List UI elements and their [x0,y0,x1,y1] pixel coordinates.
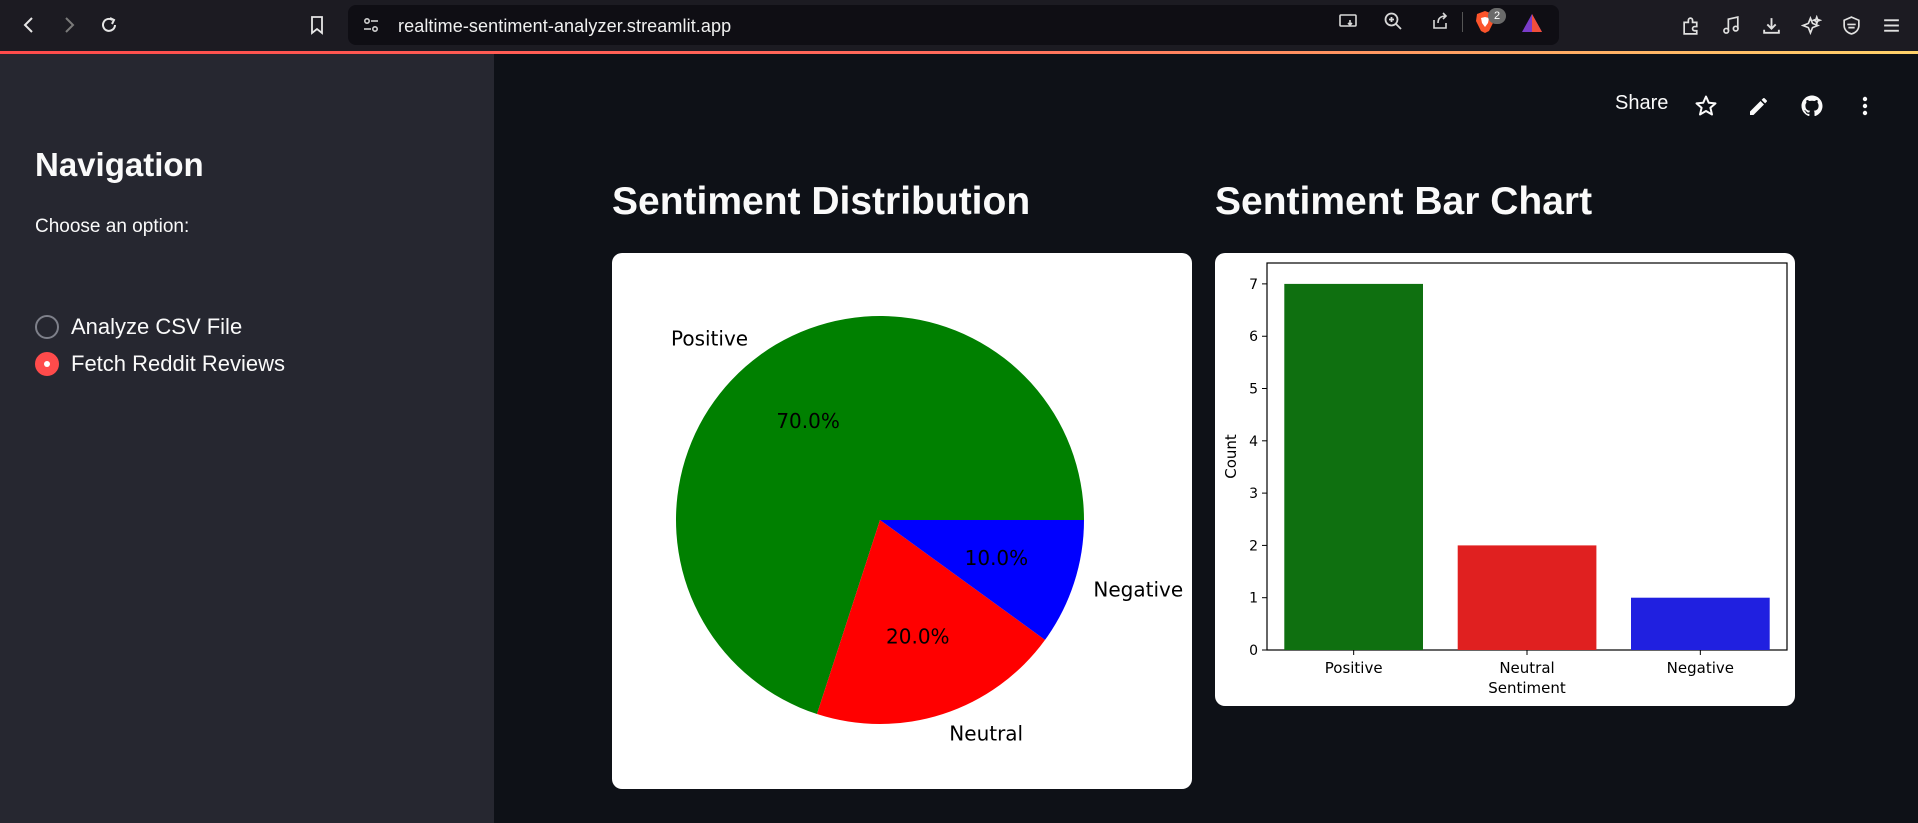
pie-category-label: Neutral [949,721,1023,745]
brave-rewards-icon[interactable] [1520,12,1544,34]
edit-pencil-icon[interactable] [1745,92,1773,120]
y-tick-label: 0 [1249,643,1258,659]
y-tick-label: 7 [1249,277,1258,293]
x-tick-label: Positive [1325,659,1383,677]
y-axis-label: Count [1222,434,1240,479]
radio-button-selected[interactable] [35,352,59,376]
y-tick-label: 5 [1249,382,1258,398]
bookmark-icon[interactable] [302,10,332,40]
x-tick-label: Negative [1667,659,1734,677]
pie-category-label: Positive [671,327,748,351]
address-bar[interactable]: realtime-sentiment-analyzer.streamlit.ap… [348,5,1559,45]
pie-pct-label: 70.0% [776,409,840,433]
bar-neutral [1457,545,1597,650]
pie-slice-negative [880,520,1084,640]
pie-pct-label: 10.0% [965,546,1029,570]
browser-toolbar: realtime-sentiment-analyzer.streamlit.ap… [0,0,1918,52]
radio-option-label: Fetch Reddit Reviews [71,351,285,376]
pie-chart: 70.0% Positive 20.0% Neutral 10.0% Negative [671,316,1183,745]
y-tick-label: 3 [1249,486,1258,502]
bar-negative [1631,597,1770,650]
share-page-icon[interactable] [1428,9,1452,33]
leo-ai-icon[interactable] [1798,12,1824,38]
share-button[interactable]: Share [1615,92,1669,114]
bar-section-title: Sentiment Bar Chart [1215,180,1593,223]
reload-icon[interactable] [94,10,124,40]
media-icon[interactable] [1718,12,1744,38]
bar-chart: 0 1 2 3 4 5 6 7 Positive Neutral Negative Sentiment… [1222,262,1788,697]
radio-group-label: Choose an option: [35,216,190,237]
radio-option-analyze-csv[interactable]: Analyze CSV File [35,312,242,342]
pie-category-label: Negative [1093,577,1183,601]
star-icon[interactable] [1692,92,1720,120]
brave-badge: 2 [1488,8,1506,24]
pie-slice-positive [676,316,1084,715]
y-tick-label: 6 [1249,329,1258,345]
pie-slice-neutral [816,520,1046,725]
sidebar-title: Navigation [35,146,204,183]
radio-button[interactable] [35,315,59,339]
vpn-shield-icon[interactable] [1838,12,1864,38]
zoom-icon[interactable] [1381,9,1405,33]
sidebar [0,54,494,823]
y-tick-label: 2 [1249,538,1258,554]
radio-option-fetch-reddit[interactable]: Fetch Reddit Reviews [35,349,285,379]
more-options-icon[interactable] [1851,92,1879,120]
bar-positive [1284,283,1423,650]
radio-option-label: Analyze CSV File [71,314,243,339]
menu-icon[interactable] [1878,12,1904,38]
x-tick-label: Neutral [1499,659,1554,677]
x-axis-label: Sentiment [1488,679,1566,697]
url-text[interactable]: realtime-sentiment-analyzer.streamlit.ap… [398,16,732,36]
url-separator [1462,12,1463,32]
back-icon[interactable] [14,10,44,40]
install-app-icon[interactable] [1336,9,1360,33]
forward-icon[interactable] [54,10,84,40]
pie-chart-card: 70.0% Positive 20.0% Neutral 10.0% Negative [612,253,1192,789]
bar-chart-card: 0 1 2 3 4 5 6 7 Positive Neutral Negative Sentiment… [1215,253,1795,706]
y-tick-label: 4 [1249,434,1258,450]
site-settings-icon[interactable] [362,16,380,34]
github-icon[interactable] [1798,92,1826,120]
y-tick-label: 1 [1249,591,1258,607]
pie-section-title: Sentiment Distribution [612,180,1031,223]
extensions-icon[interactable] [1678,12,1704,38]
download-icon[interactable] [1758,12,1784,38]
pie-pct-label: 20.0% [886,624,950,648]
app-header-accent [0,51,1918,54]
